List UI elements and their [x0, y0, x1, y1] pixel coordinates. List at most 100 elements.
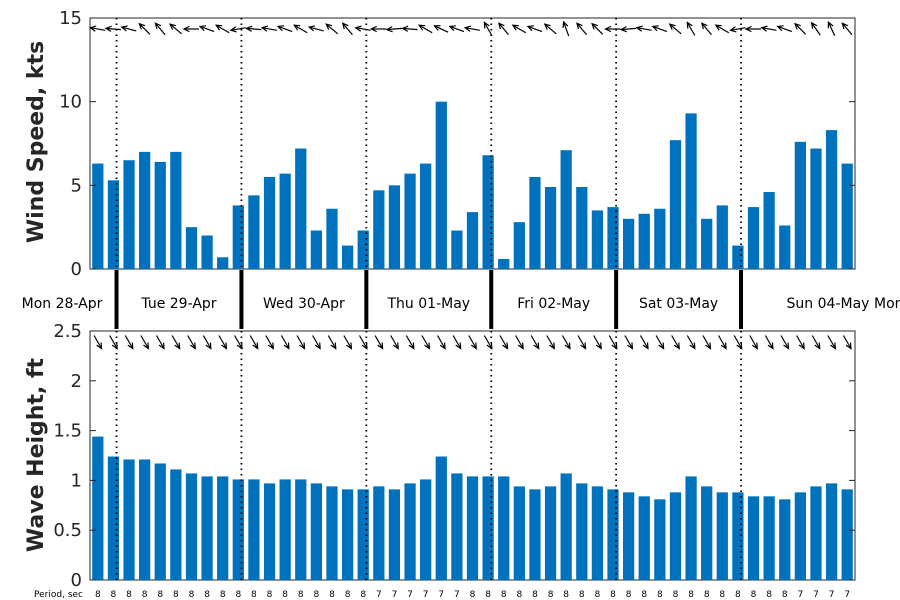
wave-bar	[139, 459, 151, 580]
wind-direction-arrow	[526, 25, 543, 33]
arrow-shaft	[93, 335, 103, 349]
wave-bar	[810, 486, 822, 580]
arrow-shaft	[327, 335, 337, 349]
arrow-shaft	[121, 26, 137, 32]
wave-bar	[638, 496, 650, 580]
arrow-shaft	[293, 24, 308, 34]
wave-direction-arrow	[280, 335, 290, 350]
wind-direction-arrow	[463, 25, 480, 32]
arrow-head	[215, 24, 223, 31]
wave-direction-arrow	[577, 335, 587, 350]
wave-bar	[232, 479, 244, 580]
arrow-head	[169, 23, 177, 30]
arrow-head	[138, 22, 146, 30]
period-value: 7	[407, 590, 413, 600]
wind-direction-arrow	[341, 22, 353, 36]
arrow-head	[635, 25, 643, 32]
arrow-shaft	[449, 25, 465, 33]
arrow-head	[511, 24, 519, 31]
wave-direction-arrow	[671, 335, 680, 350]
arrow-head	[673, 342, 680, 350]
wind-direction-arrow	[810, 21, 821, 36]
arrow-head	[580, 342, 587, 350]
wave-bar	[498, 476, 510, 580]
arrow-head	[307, 25, 316, 32]
arrow-head	[564, 342, 571, 350]
arrow-shaft	[686, 335, 696, 349]
wind-direction-arrow	[169, 23, 182, 35]
day-label: Sun 04-May	[787, 296, 870, 312]
wind-bar	[248, 195, 260, 269]
period-value: 7	[813, 590, 819, 600]
wind-direction-arrow	[651, 25, 668, 33]
wind-bar	[591, 210, 604, 269]
arrow-shaft	[215, 24, 230, 34]
period-axis-label: Period, sec	[34, 590, 83, 600]
arrow-head	[369, 25, 377, 33]
arrow-head	[189, 342, 196, 350]
wave-direction-arrow	[530, 335, 540, 350]
arrow-shaft	[265, 335, 274, 349]
arrow-shaft	[749, 335, 758, 349]
wind-direction-arrow	[776, 25, 792, 33]
arrow-shaft	[527, 25, 543, 33]
period-value: 8	[360, 590, 366, 600]
arrow-head	[408, 342, 415, 350]
arrow-head	[455, 342, 462, 350]
wind-ytick-label: 5	[71, 175, 82, 196]
arrow-shaft	[498, 22, 510, 36]
arrow-shaft	[715, 24, 730, 34]
arrow-head	[346, 342, 353, 350]
wind-bar	[154, 161, 166, 269]
arrow-head	[751, 342, 758, 350]
wave-bar	[279, 479, 291, 580]
wave-direction-arrow	[561, 335, 571, 350]
arrow-head	[562, 20, 569, 28]
wave-direction-arrow	[718, 335, 727, 350]
day-label-strip: Mon 28-Apr Tue 29-Apr Wed 30-Apr Thu 01-May…	[22, 270, 900, 329]
arrow-head	[104, 25, 112, 32]
arrow-shaft	[827, 335, 836, 349]
arrow-head	[604, 25, 612, 33]
arrow-shaft	[686, 22, 696, 36]
wave-bar	[591, 486, 604, 580]
wave-bar	[794, 492, 806, 580]
arrow-head	[760, 25, 768, 32]
wave-bar	[170, 469, 182, 580]
arrow-shaft	[761, 27, 777, 31]
arrow-head	[498, 22, 505, 30]
period-value: 8	[704, 590, 710, 600]
period-value: 8	[719, 590, 725, 600]
arrow-shaft	[124, 335, 134, 349]
wind-direction-arrow	[448, 25, 465, 33]
wave-bar	[263, 483, 276, 580]
arrow-head	[714, 24, 722, 31]
wind-direction-arrow	[276, 25, 293, 33]
period-value: 7	[438, 590, 444, 600]
arrow-shaft	[483, 335, 493, 349]
arrow-shaft	[218, 335, 227, 349]
wind-bar	[232, 205, 244, 269]
wind-bar	[404, 173, 416, 269]
wind-bar	[623, 218, 635, 269]
wave-bar	[685, 476, 697, 580]
wave-direction-arrow	[655, 335, 665, 350]
arrow-head	[533, 342, 540, 350]
period-value: 7	[829, 590, 835, 600]
wind-bar	[92, 163, 104, 269]
arrow-shaft	[764, 335, 774, 349]
arrow-shaft	[512, 24, 527, 34]
period-value: 7	[376, 590, 382, 600]
wind-direction-arrow	[744, 25, 762, 33]
wave-direction-arrow	[140, 335, 150, 350]
wave-bar	[201, 476, 213, 580]
wind-bar	[654, 208, 666, 269]
arrow-shaft	[325, 23, 339, 35]
arrow-shaft	[777, 25, 792, 33]
wind-bar	[420, 163, 432, 269]
period-value: 8	[579, 590, 585, 600]
arrow-head	[720, 342, 727, 350]
wind-direction-arrow	[198, 25, 215, 33]
wave-bar	[825, 483, 838, 580]
